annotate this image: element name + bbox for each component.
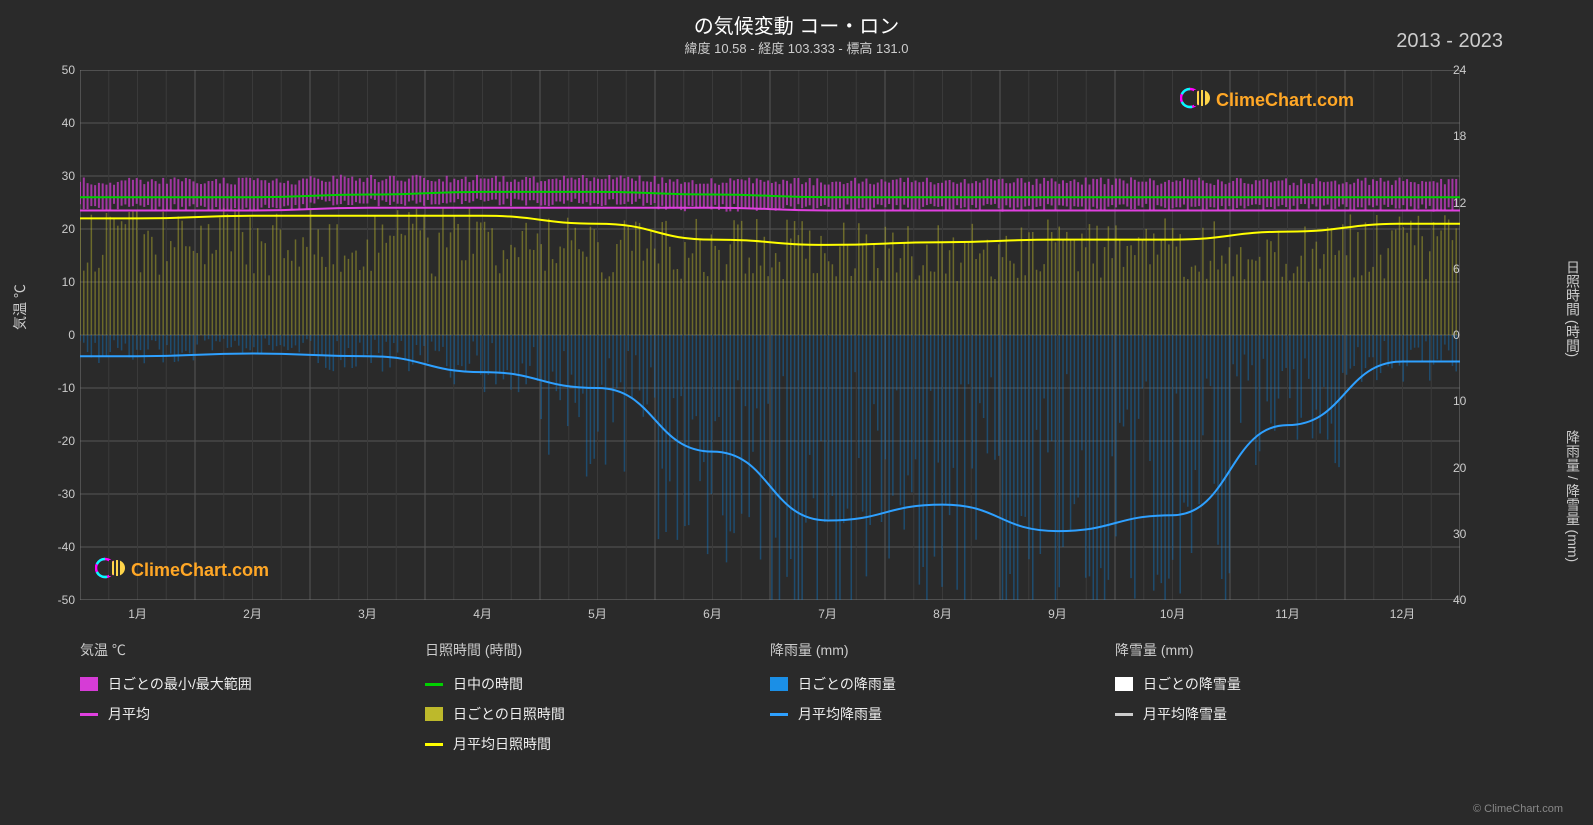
y-tick-right: 30 [1453,527,1483,541]
legend-item: 日ごとの降雨量 [770,674,1115,694]
y-tick-right: 24 [1453,63,1483,77]
legend-item: 月平均降雪量 [1115,704,1460,724]
legend-column: 日照時間 (時間) 日中の時間日ごとの日照時間月平均日照時間 [425,640,770,764]
y-tick-left: 30 [45,169,75,183]
legend-swatch [80,677,98,691]
y-tick-right: 18 [1453,129,1483,143]
legend-column: 降雪量 (mm) 日ごとの降雪量月平均降雪量 [1115,640,1460,764]
legend-swatch [1115,713,1133,716]
legend-swatch [770,713,788,716]
y-tick-left: -40 [45,540,75,554]
y-tick-left: 0 [45,328,75,342]
y-tick-left: 20 [45,222,75,236]
logo-text: ClimeChart.com [1216,90,1354,111]
legend-item: 日ごとの降雪量 [1115,674,1460,694]
y-tick-left: 10 [45,275,75,289]
y-tick-right: 10 [1453,394,1483,408]
legend-label: 月平均降雪量 [1143,704,1227,724]
x-tick: 11月 [1275,605,1299,622]
legend-swatch [425,743,443,746]
y-tick-left: 50 [45,63,75,77]
chart-container: の気候変動 コー・ロン 緯度 10.58 - 経度 103.333 - 標高 1… [0,0,1593,825]
y-tick-left: -20 [45,434,75,448]
x-tick: 10月 [1160,605,1185,622]
legend-item: 月平均 [80,704,425,724]
chart-title: の気候変動 コー・ロン [0,10,1593,39]
legend-item: 月平均日照時間 [425,734,770,754]
legend-swatch [80,713,98,716]
legend-header: 降雨量 (mm) [770,640,1115,660]
chart-subtitle: 緯度 10.58 - 経度 103.333 - 標高 131.0 [0,38,1593,57]
climechart-logo: ClimeChart.com [95,555,269,586]
plot-svg [80,70,1460,600]
legend-label: 日ごとの最小/最大範囲 [108,674,252,694]
legend-header: 気温 ℃ [80,640,425,660]
legend-label: 月平均降雨量 [798,704,882,724]
legend-label: 日ごとの降雨量 [798,674,896,694]
year-range: 2013 - 2023 [1396,30,1503,53]
x-tick: 1月 [128,605,147,622]
y-tick-left: -30 [45,487,75,501]
legend-label: 日ごとの日照時間 [453,704,565,724]
legend-header: 日照時間 (時間) [425,640,770,660]
x-tick: 6月 [703,605,722,622]
legend-column: 気温 ℃ 日ごとの最小/最大範囲月平均 [80,640,425,764]
x-tick: 5月 [588,605,607,622]
legend-swatch [425,683,443,686]
y-tick-left: 40 [45,116,75,130]
legend-label: 月平均日照時間 [453,734,551,754]
logo-icon [1180,85,1210,116]
y-axis-right-bottom-label: 降雨量 / 降雪量 (mm) [1563,430,1583,562]
legend-label: 日中の時間 [453,674,523,694]
legend-header: 降雪量 (mm) [1115,640,1460,660]
y-axis-left-label: 気温 ℃ [10,284,30,330]
y-tick-right: 20 [1453,461,1483,475]
y-tick-right: 40 [1453,593,1483,607]
logo-text: ClimeChart.com [131,560,269,581]
x-tick: 7月 [818,605,837,622]
legend: 気温 ℃ 日ごとの最小/最大範囲月平均 日照時間 (時間) 日中の時間日ごとの日照時間… [80,640,1460,764]
legend-item: 日ごとの最小/最大範囲 [80,674,425,694]
climechart-logo: ClimeChart.com [1180,85,1354,116]
legend-swatch [425,707,443,721]
legend-swatch [1115,677,1133,691]
y-axis-right-top-label: 日照時間 (時間) [1563,260,1583,357]
x-tick: 4月 [473,605,492,622]
x-tick: 2月 [243,605,262,622]
logo-icon [95,555,125,586]
legend-column: 降雨量 (mm) 日ごとの降雨量月平均降雨量 [770,640,1115,764]
legend-swatch [770,677,788,691]
y-tick-left: -10 [45,381,75,395]
legend-label: 日ごとの降雪量 [1143,674,1241,694]
x-tick: 3月 [358,605,377,622]
y-tick-right: 12 [1453,196,1483,210]
y-tick-right: 0 [1453,328,1483,342]
x-tick: 9月 [1048,605,1067,622]
legend-item: 日中の時間 [425,674,770,694]
y-tick-left: -50 [45,593,75,607]
plot-area [80,70,1460,600]
legend-item: 日ごとの日照時間 [425,704,770,724]
attribution: © ClimeChart.com [1473,803,1563,815]
y-tick-right: 6 [1453,262,1483,276]
legend-label: 月平均 [108,704,150,724]
x-tick: 8月 [933,605,952,622]
x-tick: 12月 [1390,605,1415,622]
legend-item: 月平均降雨量 [770,704,1115,724]
